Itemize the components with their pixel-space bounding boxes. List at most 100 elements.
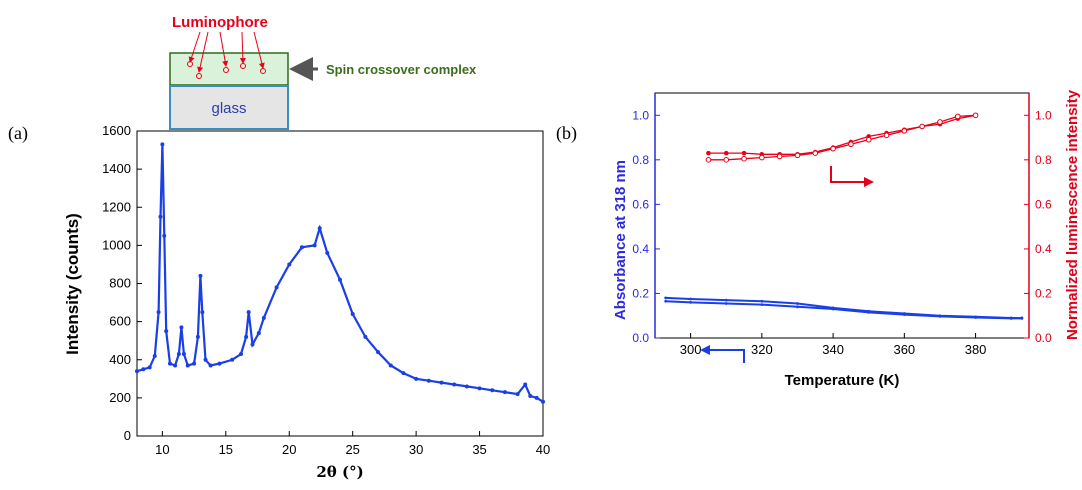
xrd-point <box>338 277 342 282</box>
xrd-point <box>176 352 181 357</box>
x-tick-label-b: 320 <box>751 342 773 357</box>
xrd-point <box>299 245 304 250</box>
absorbance-point <box>938 314 942 318</box>
xrd-point <box>230 357 235 362</box>
xrd-point <box>490 388 495 393</box>
absorbance-point <box>724 302 728 305</box>
xrd-point <box>156 310 161 315</box>
xrd-point <box>173 363 178 368</box>
film-layer <box>169 52 289 86</box>
xrd-point <box>477 386 482 391</box>
y2-tick-label-b: 0.4 <box>1035 242 1052 256</box>
xrd-point <box>195 334 200 339</box>
y-tick-label-b: 0.2 <box>632 286 649 300</box>
absorbance-point <box>831 307 835 311</box>
absorbance-point <box>974 316 977 319</box>
luminescence-point <box>865 136 872 143</box>
chart-a: (a) 10 15 20 25 30 35 40 0 200 400 600 800 1000 1200… <box>8 123 550 481</box>
y2-tick-label-b: 0.0 <box>1035 331 1052 345</box>
absorbance-series-line <box>665 300 1022 320</box>
luminescence-point <box>919 123 925 130</box>
xrd-point <box>439 380 444 385</box>
xrd-point <box>250 342 255 347</box>
luminescence-series-line <box>708 114 976 155</box>
x-tick-label-b: 300 <box>680 342 702 357</box>
panel-label-b: (b) <box>556 123 577 144</box>
xrd-point <box>325 251 330 255</box>
luminescence-point <box>759 154 765 161</box>
xrd-point <box>287 262 292 267</box>
left-axis-arrow <box>708 349 745 363</box>
xrd-point <box>179 325 184 330</box>
luminescence-point <box>848 141 854 148</box>
xrd-point <box>239 352 244 357</box>
xrd-point <box>534 395 539 400</box>
x-axis-label-b: Temperature (K) <box>785 372 900 389</box>
y-tick-label-a: 800 <box>109 276 131 291</box>
xrd-point <box>185 363 190 368</box>
xrd-point <box>363 334 368 339</box>
xrd-point <box>135 369 139 374</box>
absorbance-point <box>796 302 799 305</box>
y2-tick-label-b: 0.6 <box>1035 197 1052 211</box>
y-tick-label-a: 1600 <box>102 123 131 138</box>
xrd-point <box>376 350 381 355</box>
luminescence-point <box>901 128 908 134</box>
xrd-point <box>523 382 528 387</box>
xrd-pattern-line <box>136 144 544 403</box>
xrd-point <box>317 226 322 231</box>
luminescence-point <box>937 119 943 125</box>
absorbance-point <box>689 297 693 301</box>
xrd-point <box>152 353 157 358</box>
right-axis-arrow <box>830 166 866 183</box>
xrd-point <box>388 363 393 368</box>
film-label: Spin crossover complex <box>326 62 477 77</box>
luminescence-point <box>972 112 979 119</box>
plot-frame-b <box>654 92 1030 339</box>
absorbance-point <box>796 305 799 309</box>
xrd-point <box>541 399 545 404</box>
y-tick-label-a: 600 <box>109 314 131 329</box>
y-tick-label-b: 0.6 <box>632 197 649 211</box>
xrd-point <box>192 361 197 366</box>
x-tick-label-a: 25 <box>345 442 359 457</box>
x-tick-label-a: 20 <box>282 442 296 457</box>
x-tick-label-a: 40 <box>536 442 550 457</box>
xrd-point <box>200 310 205 315</box>
luminescence-point <box>812 150 819 156</box>
absorbance-point <box>689 300 693 304</box>
absorbance-point <box>1020 317 1024 320</box>
xrd-point <box>181 352 186 357</box>
xrd-point <box>203 357 208 362</box>
absorbance-point <box>902 313 906 317</box>
absorbance-point <box>867 310 871 314</box>
y2-tick-label-b: 0.2 <box>1035 286 1052 300</box>
absorbance-point <box>664 296 668 300</box>
luminescence-point <box>954 113 961 120</box>
xrd-point <box>274 285 279 290</box>
xrd-point <box>350 312 355 316</box>
y-axis-label-b: Absorbance at 318 nm <box>612 160 629 320</box>
x-tick-label-b: 380 <box>965 342 987 357</box>
xrd-point <box>147 365 152 370</box>
luminescence-point <box>705 157 712 163</box>
luminescence-point <box>741 150 747 156</box>
x-axis-label-a: 2θ (°) <box>316 463 363 481</box>
y-tick-label-b: 0.8 <box>632 153 649 167</box>
xrd-point <box>246 310 251 315</box>
y-axis-label-a: Intensity (counts) <box>63 213 82 355</box>
xrd-point <box>244 334 249 339</box>
xrd-point <box>261 315 266 320</box>
xrd-point <box>158 214 163 219</box>
absorbance-series-line <box>665 296 1022 319</box>
y2-tick-label-b: 1.0 <box>1035 108 1052 122</box>
y2-axis-label-b: Normalized luminescence intensity <box>1064 89 1081 340</box>
schematic: glass Luminophore Spin crossover complex <box>169 14 477 130</box>
xrd-point <box>502 390 507 395</box>
y-tick-label-a: 1000 <box>102 237 131 252</box>
xrd-point <box>312 243 317 248</box>
luminescence-point <box>723 157 730 163</box>
xrd-point <box>198 273 203 278</box>
luminescence-point <box>706 150 711 156</box>
luminescence-point <box>723 150 729 156</box>
